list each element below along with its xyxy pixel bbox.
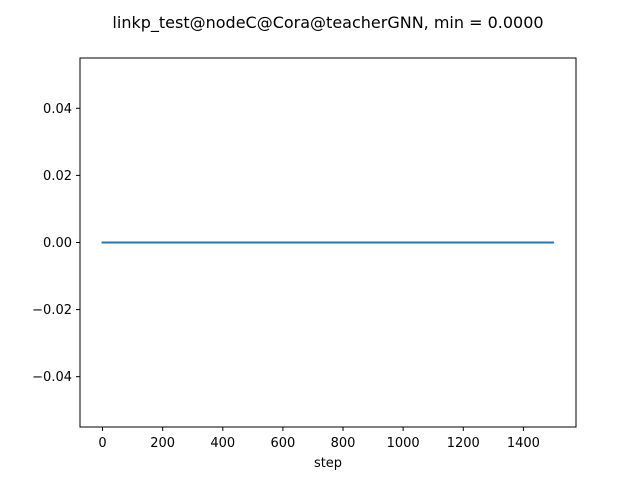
y-tick-label: 0.00 (43, 236, 72, 251)
x-tick-label: 1000 (387, 436, 420, 451)
x-axis-label: step (314, 456, 342, 471)
x-tick-label: 400 (210, 436, 235, 451)
chart-title: linkp_test@nodeC@Cora@teacherGNN, min = … (112, 13, 543, 33)
x-tick-label: 600 (270, 436, 295, 451)
y-tick-label: −0.04 (32, 370, 72, 385)
y-tick-label: 0.02 (43, 169, 72, 184)
x-tick-label: 800 (331, 436, 356, 451)
x-tick-label: 0 (98, 436, 106, 451)
y-tick-label: 0.04 (43, 102, 72, 117)
x-axis: 0 200 400 600 800 1000 1200 1400 (98, 427, 540, 451)
y-axis: −0.04 −0.02 0.00 0.02 0.04 (32, 102, 80, 385)
x-tick-label: 1200 (447, 436, 480, 451)
plot-area: 0 200 400 600 800 1000 1200 1400 −0.04 −0.02 0.00… (32, 57, 577, 451)
x-tick-label: 1400 (507, 436, 540, 451)
x-tick-label: 200 (150, 436, 175, 451)
y-tick-label: −0.02 (32, 303, 72, 318)
